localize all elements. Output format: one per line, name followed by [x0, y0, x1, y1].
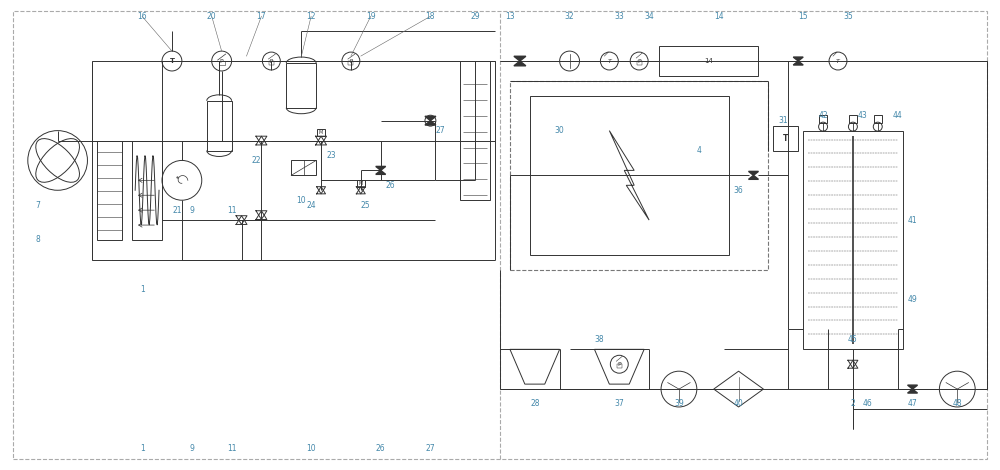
Text: 44: 44: [893, 111, 903, 120]
Text: T: T: [169, 58, 174, 64]
Text: 34: 34: [644, 12, 654, 21]
Text: 43: 43: [858, 111, 868, 120]
Text: M: M: [359, 180, 363, 186]
Text: P: P: [270, 59, 273, 63]
Text: 37: 37: [614, 400, 624, 408]
Text: 8: 8: [35, 235, 40, 244]
Text: 7: 7: [35, 201, 40, 210]
Text: 1: 1: [140, 444, 145, 453]
Text: 11: 11: [227, 206, 236, 215]
Bar: [510, 81, 768, 270]
Text: 46: 46: [863, 400, 873, 408]
Text: 24: 24: [306, 201, 316, 210]
Text: 16: 16: [137, 12, 147, 21]
Text: 48: 48: [952, 400, 962, 408]
Text: 36: 36: [734, 186, 743, 195]
Text: 12: 12: [306, 12, 316, 21]
Text: 14: 14: [704, 58, 713, 64]
Text: P: P: [220, 59, 223, 63]
Polygon shape: [793, 61, 803, 65]
Bar: [348, 61, 353, 64]
Bar: [97, 141, 122, 240]
Text: 4: 4: [696, 146, 701, 155]
Text: 27: 27: [426, 444, 435, 453]
Text: 9: 9: [189, 206, 194, 215]
Bar: [460, 61, 490, 200]
Text: 47: 47: [908, 400, 917, 408]
Text: 42: 42: [818, 111, 828, 120]
Polygon shape: [376, 166, 386, 171]
Text: 35: 35: [843, 12, 853, 21]
Text: 26: 26: [376, 444, 386, 453]
Text: 22: 22: [252, 156, 261, 165]
Bar: [317, 129, 325, 136]
Text: 13: 13: [505, 12, 515, 21]
Text: P: P: [617, 362, 621, 367]
Bar: [357, 180, 365, 187]
Text: T: T: [607, 59, 611, 63]
Text: 9: 9: [189, 444, 194, 453]
Bar: [849, 115, 857, 123]
Polygon shape: [514, 61, 526, 66]
Bar: [637, 61, 642, 64]
Text: 49: 49: [908, 295, 917, 304]
Bar: [219, 61, 225, 65]
Text: 10: 10: [306, 444, 316, 453]
Text: 15: 15: [798, 12, 808, 21]
Text: T: T: [783, 133, 788, 142]
Bar: [617, 364, 622, 368]
Text: 17: 17: [257, 12, 266, 21]
Bar: [659, 46, 758, 76]
Bar: [530, 96, 729, 255]
Polygon shape: [425, 121, 436, 125]
Text: 18: 18: [426, 12, 435, 21]
Text: 10: 10: [296, 196, 306, 205]
Text: 20: 20: [207, 12, 217, 21]
Polygon shape: [793, 57, 803, 61]
Text: 27: 27: [436, 126, 445, 135]
Text: 14: 14: [714, 12, 724, 21]
Polygon shape: [908, 385, 918, 389]
Bar: [291, 160, 316, 175]
Bar: [269, 61, 274, 64]
Bar: [803, 131, 903, 349]
Text: 21: 21: [172, 206, 182, 215]
Text: 45: 45: [848, 335, 858, 344]
Text: P: P: [637, 59, 641, 63]
Polygon shape: [749, 172, 758, 175]
Text: 23: 23: [326, 151, 336, 160]
Text: 32: 32: [565, 12, 574, 21]
Polygon shape: [425, 116, 436, 121]
Text: 28: 28: [530, 400, 540, 408]
Text: 2: 2: [851, 400, 855, 408]
Text: T: T: [836, 59, 840, 63]
Bar: [132, 141, 162, 240]
Text: 29: 29: [470, 12, 480, 21]
Polygon shape: [749, 175, 758, 180]
Text: 19: 19: [366, 12, 376, 21]
Bar: [286, 63, 316, 108]
Polygon shape: [376, 171, 386, 174]
Bar: [874, 115, 882, 123]
Text: 30: 30: [555, 126, 565, 135]
Text: 31: 31: [779, 116, 788, 125]
Text: 33: 33: [614, 12, 624, 21]
Text: 25: 25: [361, 201, 371, 210]
Bar: [819, 115, 827, 123]
Text: 1: 1: [140, 285, 145, 294]
Bar: [773, 125, 798, 150]
Text: 39: 39: [674, 400, 684, 408]
Text: M: M: [319, 130, 323, 135]
Text: 11: 11: [227, 444, 236, 453]
Bar: [207, 101, 232, 150]
Text: P: P: [349, 59, 353, 63]
Text: 26: 26: [386, 181, 395, 190]
Text: 41: 41: [908, 216, 917, 225]
Polygon shape: [514, 56, 526, 61]
Text: 38: 38: [595, 335, 604, 344]
Text: 40: 40: [734, 400, 743, 408]
Polygon shape: [908, 389, 918, 393]
